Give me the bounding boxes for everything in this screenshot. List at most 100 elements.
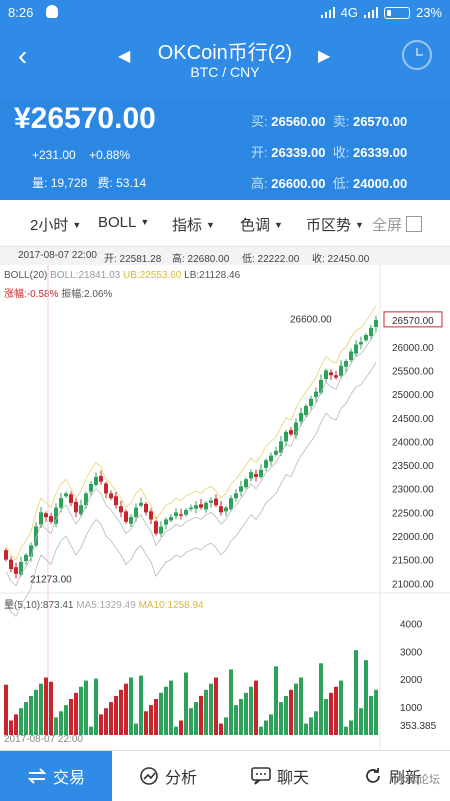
kline-chart[interactable]: 26570.00 26000.00 25500.00 25000.00 24500.00…: [0, 265, 450, 750]
candle-body: [244, 479, 248, 488]
quote-row: 买: 26560.00 卖: 26570.00: [251, 106, 407, 137]
candle-body: [34, 526, 38, 546]
volume-bar: [244, 692, 248, 735]
candle-body: [239, 486, 243, 492]
boll-upper-line: [5, 305, 377, 561]
indicator-dropdown[interactable]: BOLL ▼: [98, 214, 149, 231]
volume-bar: [229, 669, 233, 735]
y-tick-label: 26570.00: [392, 316, 434, 327]
candle-body: [64, 493, 68, 497]
low-value: 24000.00: [352, 176, 408, 191]
volume-bar: [239, 699, 243, 735]
volume-bar: [354, 650, 358, 735]
candle-body: [139, 502, 143, 506]
last-price-box: [383, 311, 443, 328]
trend-dropdown[interactable]: 币区势 ▼: [306, 214, 364, 235]
last-price: ¥26570.00: [14, 102, 156, 135]
status-bar: 8:26 4G 23%: [0, 0, 450, 26]
change-amount: +231.00: [32, 148, 76, 162]
color-label: 色调: [240, 217, 271, 234]
tab-trade[interactable]: 交易: [0, 751, 112, 801]
dropdown-icon: ▼: [72, 220, 82, 230]
candle-body: [369, 327, 373, 336]
y-tick-label: 23500.00: [392, 461, 434, 472]
candle-info-line: 2017-08-07 22:00 开: 22581.28 高: 22680.00…: [0, 247, 450, 265]
quote-grid: 买: 26560.00 卖: 26570.00 开: 26339.00 收: 2…: [251, 106, 407, 199]
candle-body: [4, 550, 8, 560]
boll-lower-line: [5, 362, 377, 618]
index-dropdown[interactable]: 指标 ▼: [172, 214, 215, 235]
volume-bar: [99, 714, 103, 735]
volume-bar: [309, 717, 313, 735]
candle-body: [24, 554, 28, 562]
candle-body: [194, 505, 198, 509]
candle-body: [344, 361, 348, 367]
volume-bar: [174, 726, 178, 735]
y-tick-label: 22000.00: [392, 532, 434, 543]
volume-bar: [179, 720, 183, 735]
info-open: 开: 22581.28: [104, 254, 162, 265]
color-dropdown[interactable]: 色调 ▼: [240, 214, 283, 235]
volume-bar: [204, 689, 208, 735]
candle-body: [304, 405, 308, 415]
bottom-date: 2017-08-07 22:00: [4, 734, 83, 745]
info-high: 高: 22680.00: [172, 254, 230, 265]
triangle-left-icon[interactable]: ◀: [118, 48, 131, 65]
close-label: 收:: [332, 145, 350, 160]
dropdown-icon: ▼: [274, 220, 283, 230]
volume-name: 量(5,10):873.41: [4, 600, 74, 611]
volume-bar: [234, 705, 238, 735]
status-time: 8:26: [8, 5, 34, 20]
candle-body: [74, 501, 78, 513]
candle-body: [149, 511, 153, 520]
volume-bar: [29, 695, 33, 735]
timer-icon[interactable]: [402, 40, 432, 70]
volume-bar: [54, 717, 58, 735]
candle-body: [154, 521, 158, 534]
volume-bar: [89, 726, 93, 735]
volume-tick-label: 4000: [400, 619, 423, 630]
period-dropdown[interactable]: 2小时 ▼: [30, 214, 81, 235]
triangle-right-icon[interactable]: ▶: [318, 48, 331, 65]
fullscreen-button[interactable]: 全屏: [372, 214, 423, 235]
volume-bar: [274, 666, 278, 735]
status-right: 4G 23%: [320, 5, 442, 20]
chevron-left-icon[interactable]: ‹: [18, 40, 28, 71]
candle-body: [199, 504, 203, 508]
volume-bar: [64, 705, 68, 735]
volume-bar: [34, 689, 38, 735]
ask-label: 卖:: [332, 114, 350, 129]
candle-body: [334, 375, 338, 378]
dropdown-icon: ▼: [140, 217, 150, 227]
tab-label: 分析: [164, 770, 197, 787]
candle-body: [39, 512, 43, 525]
volume-bar: [319, 663, 323, 735]
volume-bar: [299, 677, 303, 735]
amplitude-value: 振幅:2.06%: [61, 289, 113, 300]
tab-refresh[interactable]: 刷新: [336, 751, 448, 801]
candle-body: [84, 493, 88, 506]
volume-bar: [14, 714, 18, 735]
candle-body: [169, 517, 173, 521]
expand-icon: [406, 216, 423, 232]
top-bar: ‹ ◀ OKCoin币行(2) BTC / CNY ▶: [0, 26, 450, 98]
volume-bar: [164, 686, 168, 735]
volume-bar: [19, 708, 23, 735]
signal-icon: [320, 7, 335, 18]
volume-value: 19,728: [50, 176, 88, 190]
volume-bar: [159, 692, 163, 735]
dropdown-icon: ▼: [206, 220, 215, 230]
volume-bar: [254, 680, 258, 735]
candle-body: [134, 507, 138, 518]
candle-body: [79, 505, 83, 515]
boll-lb: LB:21128.46: [184, 270, 241, 281]
volume-bar: [154, 699, 158, 735]
high-marker: 26600.00: [290, 314, 332, 325]
candle-body: [164, 519, 168, 525]
candle-body: [114, 496, 118, 506]
network-type: 4G: [340, 5, 358, 20]
tab-analysis[interactable]: 分析: [112, 751, 224, 801]
volume-bar: [69, 699, 73, 735]
tab-chat[interactable]: 聊天: [224, 751, 336, 801]
volume-bar: [329, 692, 333, 735]
